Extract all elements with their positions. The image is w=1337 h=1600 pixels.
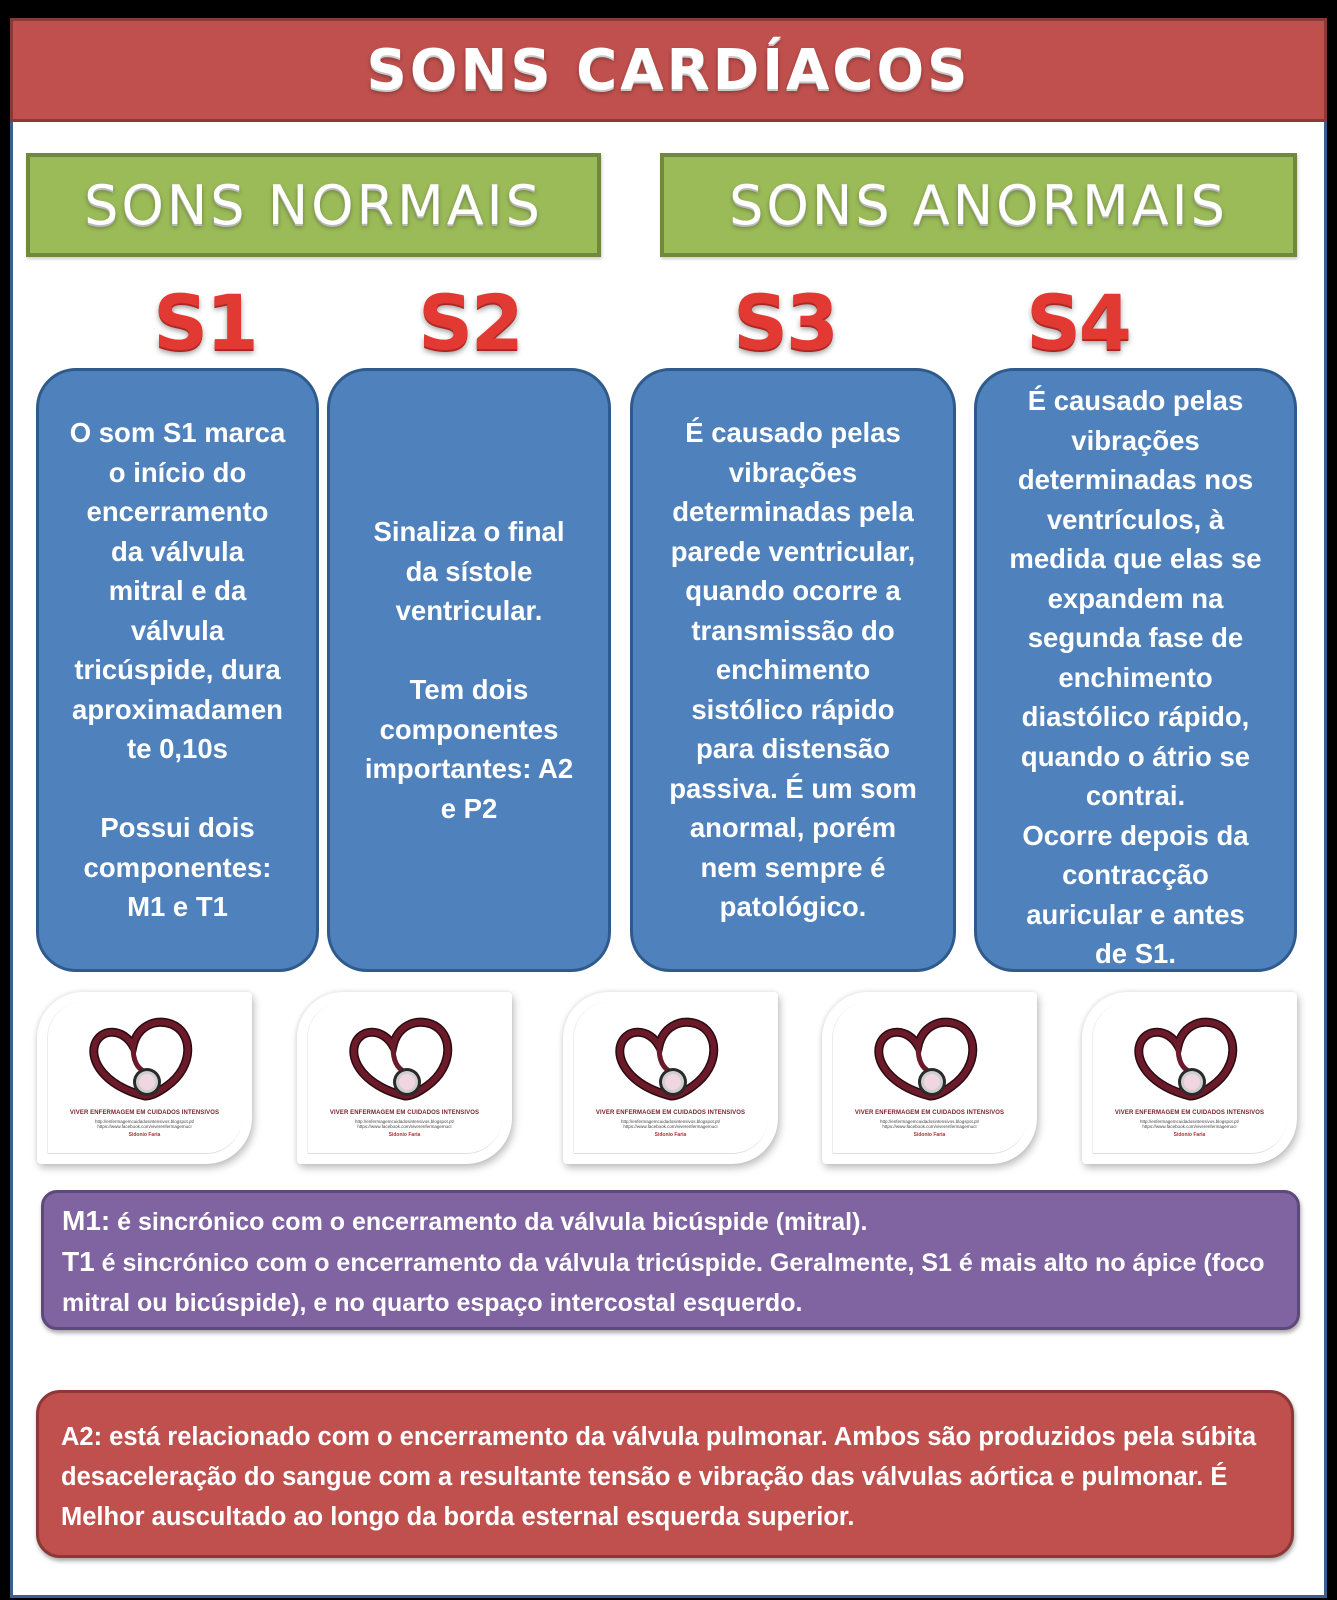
logo-tile: VIVER ENFERMAGEM EM CUIDADOS INTENSIVOS … (1082, 992, 1297, 1164)
section-header-label: SONS ANORMAIS (729, 173, 1228, 237)
logo-url: http://enfermagemcuidadosintensivos.blog… (1139, 1119, 1240, 1124)
sound-label-s2: S2 (418, 278, 524, 367)
logo-url: http://enfermagemcuidadosintensivos.blog… (620, 1119, 721, 1124)
logo-author: Sidonio Faria (388, 1132, 421, 1138)
stethoscope-heart-icon (88, 1017, 192, 1101)
logo-url: https://www.facebook.com/viverenfermagem… (882, 1124, 977, 1129)
sound-card-s2: Sinaliza o final da sístole ventricular.… (327, 368, 611, 972)
sound-card-s3: É causado pelas vibrações determinadas p… (630, 368, 956, 972)
stethoscope-heart-icon (614, 1017, 718, 1101)
logo-author: Sidonio Faria (913, 1132, 946, 1138)
note-text: A2: está relacionado com o encerramento … (61, 1423, 1257, 1531)
logo-strip: VIVER ENFERMAGEM EM CUIDADOS INTENSIVOS … (0, 992, 1337, 1172)
note-text: é sincrónico com o encerramento da válvu… (110, 1208, 868, 1236)
note-lead-t1: T1 (62, 1246, 95, 1277)
logo-tile: VIVER ENFERMAGEM EM CUIDADOS INTENSIVOS … (297, 992, 512, 1164)
note-a2: A2: está relacionado com o encerramento … (36, 1390, 1294, 1558)
logo-tile: VIVER ENFERMAGEM EM CUIDADOS INTENSIVOS … (563, 992, 778, 1164)
logo-url: https://www.facebook.com/viverenfermagem… (357, 1124, 452, 1129)
stethoscope-heart-icon (873, 1017, 977, 1101)
sound-description: É causado pelas vibrações determinadas p… (669, 417, 917, 923)
logo-url: http://enfermagemcuidadosintensivos.blog… (354, 1119, 455, 1124)
sound-label-s4: S4 (1026, 278, 1132, 367)
logo-title: VIVER ENFERMAGEM EM CUIDADOS INTENSIVOS (1114, 1110, 1265, 1116)
page-title: SONS CARDÍACOS (366, 37, 971, 103)
logo-author: Sidonio Faria (128, 1132, 161, 1138)
sound-description: Sinaliza o final da sístole ventricular.… (364, 516, 574, 824)
logo-url: http://enfermagemcuidadosintensivos.blog… (879, 1119, 980, 1124)
logo-title: VIVER ENFERMAGEM EM CUIDADOS INTENSIVOS (595, 1110, 746, 1116)
sound-description: O som S1 marca o início do encerramento … (69, 417, 286, 923)
sound-label-s1: S1 (153, 278, 259, 367)
logo-tile: VIVER ENFERMAGEM EM CUIDADOS INTENSIVOS … (822, 992, 1037, 1164)
logo-author: Sidonio Faria (654, 1132, 687, 1138)
section-header-abnormal-sounds: SONS ANORMAIS (660, 153, 1297, 257)
sound-card-s4: É causado pelas vibrações determinadas n… (974, 368, 1297, 972)
note-lead-m1: M1: (62, 1205, 111, 1236)
section-header-normal-sounds: SONS NORMAIS (26, 153, 601, 257)
logo-url: https://www.facebook.com/viverenfermagem… (1142, 1124, 1237, 1129)
logo-title: VIVER ENFERMAGEM EM CUIDADOS INTENSIVOS (329, 1110, 480, 1116)
note-t1-line: T1 é sincrónico com o encerramento da vá… (62, 1242, 1279, 1323)
logo-title: VIVER ENFERMAGEM EM CUIDADOS INTENSIVOS (854, 1110, 1005, 1116)
stethoscope-heart-icon (1133, 1017, 1237, 1101)
logo-tile: VIVER ENFERMAGEM EM CUIDADOS INTENSIVOS … (37, 992, 252, 1164)
note-m1-line: M1: é sincrónico com o encerramento da v… (62, 1201, 1279, 1242)
logo-url: http://enfermagemcuidadosintensivos.blog… (94, 1119, 195, 1124)
note-text: é sincrónico com o encerramento da válvu… (62, 1249, 1265, 1317)
stethoscope-heart-icon (348, 1017, 452, 1101)
section-header-label: SONS NORMAIS (84, 173, 543, 237)
sound-label-s3: S3 (733, 278, 839, 367)
title-banner: SONS CARDÍACOS (10, 18, 1327, 122)
sound-description: É causado pelas vibrações determinadas n… (1009, 385, 1262, 969)
logo-author: Sidonio Faria (1173, 1132, 1206, 1138)
sound-card-s1: O som S1 marca o início do encerramento … (36, 368, 319, 972)
logo-url: https://www.facebook.com/viverenfermagem… (623, 1124, 718, 1129)
logo-title: VIVER ENFERMAGEM EM CUIDADOS INTENSIVOS (69, 1110, 220, 1116)
logo-url: https://www.facebook.com/viverenfermagem… (97, 1124, 192, 1129)
note-m1-t1: M1: é sincrónico com o encerramento da v… (41, 1190, 1300, 1330)
